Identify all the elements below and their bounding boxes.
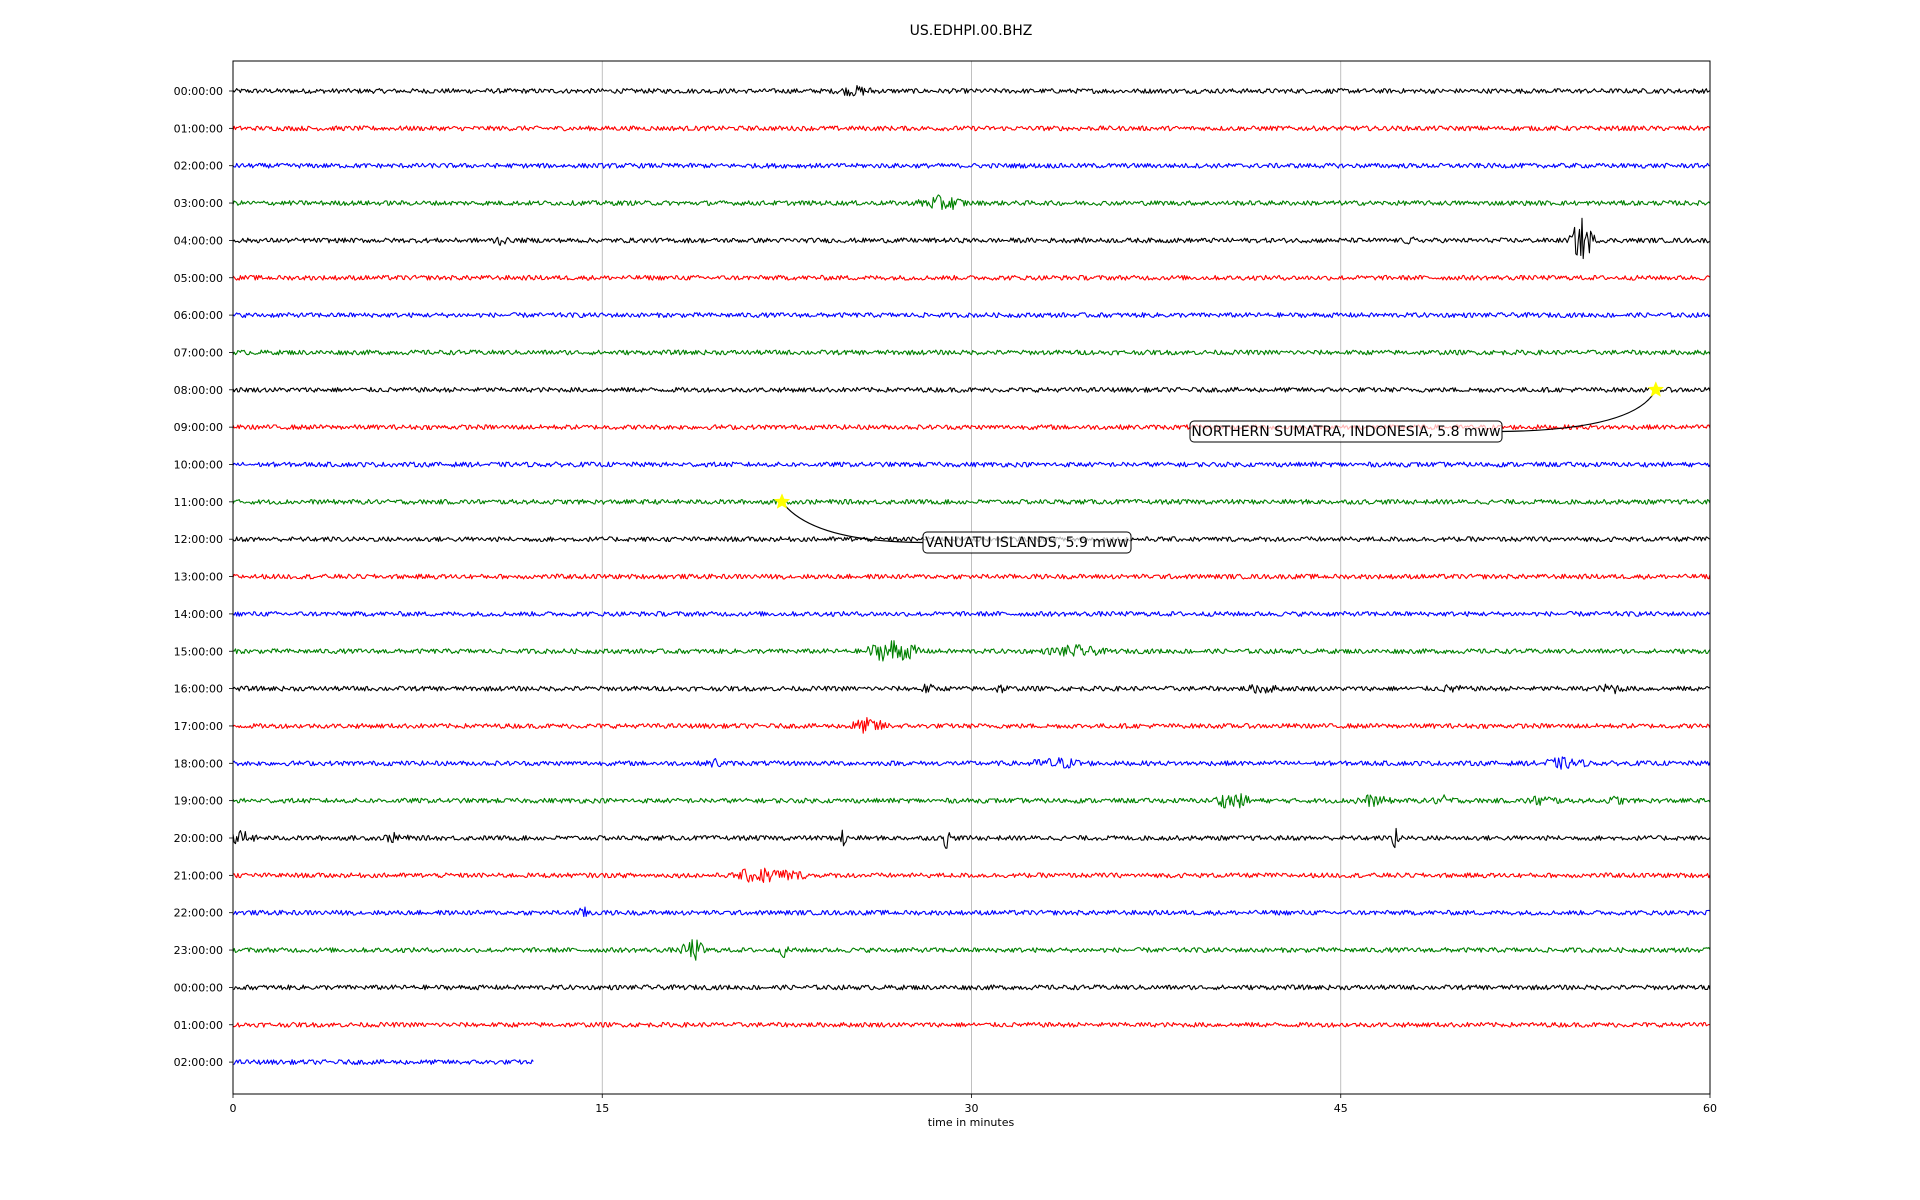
trace-row-5 (232, 274, 1711, 281)
y-tick-label: 02:00:00 (174, 160, 223, 173)
event-connector (781, 501, 924, 544)
event-annotation: VANUATU ISLANDS, 5.9 mww (773, 493, 1132, 554)
y-tick-label: 09:00:00 (174, 421, 223, 434)
event-connector (1501, 389, 1657, 433)
y-tick-label: 19:00:00 (174, 795, 223, 808)
y-tick-label: 16:00:00 (174, 683, 223, 696)
trace-row-7 (232, 349, 1711, 356)
trace-row-0 (232, 84, 1711, 97)
chart-title: US.EDHPI.00.BHZ (910, 23, 1033, 39)
y-tick-label: 02:00:00 (174, 1056, 223, 1069)
y-tick-label: 08:00:00 (174, 384, 223, 397)
trace-row-19 (232, 793, 1711, 809)
event-star (773, 493, 791, 509)
x-tick-label: 30 (965, 1102, 979, 1115)
event-star (1647, 381, 1665, 397)
y-tick-label: 07:00:00 (174, 346, 223, 359)
trace-row-4 (232, 217, 1711, 260)
trace-row-1 (232, 125, 1711, 132)
x-tick-label: 45 (1334, 1102, 1348, 1115)
event-label-box (1189, 420, 1503, 443)
trace-row-20 (232, 827, 1711, 849)
x-tick-label: 0 (230, 1102, 237, 1115)
trace-row-15 (232, 640, 1711, 662)
x-tick-label: 60 (1703, 1102, 1717, 1115)
y-tick-label: 04:00:00 (174, 234, 223, 247)
y-tick-label: 22:00:00 (174, 907, 223, 920)
y-tick-label: 11:00:00 (174, 496, 223, 509)
x-tick-label: 15 (595, 1102, 609, 1115)
y-tick-label: 20:00:00 (174, 832, 223, 845)
y-tick-label: 05:00:00 (174, 272, 223, 285)
trace-row-2 (232, 162, 1711, 169)
trace-row-21 (232, 867, 1711, 883)
y-tick-label: 06:00:00 (174, 309, 223, 322)
event-label: VANUATU ISLANDS, 5.9 mww (925, 535, 1129, 551)
y-tick-label: 01:00:00 (174, 122, 223, 135)
y-tick-label: 18:00:00 (174, 757, 223, 770)
y-tick-label: 01:00:00 (174, 1019, 223, 1032)
y-tick-label: 03:00:00 (174, 197, 223, 210)
trace-row-6 (232, 312, 1711, 319)
trace-row-13 (232, 573, 1711, 580)
y-tick-label: 21:00:00 (174, 869, 223, 882)
trace-row-18 (232, 756, 1711, 770)
y-tick-label: 13:00:00 (174, 571, 223, 584)
y-tick-label: 12:00:00 (174, 533, 223, 546)
y-tick-label: 00:00:00 (174, 85, 223, 98)
trace-row-25 (232, 1021, 1711, 1028)
event-annotations: NORTHERN SUMATRA, INDONESIA, 5.8 mww VANU… (773, 381, 1665, 554)
y-tick-label: 17:00:00 (174, 720, 223, 733)
event-label: NORTHERN SUMATRA, INDONESIA, 5.8 mww (1191, 424, 1500, 440)
x-axis-label: time in minutes (928, 1116, 1015, 1129)
trace-row-24 (233, 984, 1711, 991)
trace-row-3 (232, 194, 1711, 211)
event-label-box (922, 531, 1132, 554)
trace-row-22 (232, 906, 1711, 918)
trace-row-23 (232, 939, 1711, 961)
y-tick-label: 10:00:00 (174, 459, 223, 472)
x-tick-labels: 0 15 30 45 60 (230, 1094, 1717, 1115)
trace-row-10 (232, 461, 1711, 468)
trace-lines (232, 84, 1711, 1066)
y-tick-label: 15:00:00 (174, 645, 223, 658)
trace-row-14 (232, 610, 1711, 617)
y-tick-labels: 00:00:00 01:00:00 02:00:00 03:00:00 04:00:00… (174, 85, 233, 1069)
y-tick-label: 23:00:00 (174, 944, 223, 957)
trace-row-26 (232, 1059, 534, 1066)
y-tick-label: 00:00:00 (174, 981, 223, 994)
event-annotation: NORTHERN SUMATRA, INDONESIA, 5.8 mww (1189, 381, 1665, 443)
y-tick-label: 14:00:00 (174, 608, 223, 621)
trace-row-16 (232, 683, 1711, 695)
trace-row-11 (232, 498, 1711, 505)
trace-row-17 (232, 716, 1711, 734)
trace-row-8 (232, 386, 1711, 393)
